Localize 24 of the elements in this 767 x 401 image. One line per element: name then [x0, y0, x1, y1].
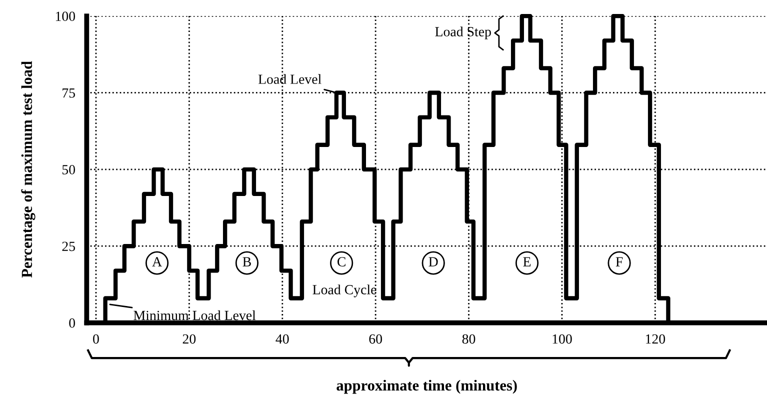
annotation: Load Step: [435, 26, 491, 40]
x-tick-label: 0: [93, 334, 99, 344]
annotation: D: [428, 257, 438, 266]
y-tick-label: 75: [62, 88, 76, 98]
x-tick-label: 20: [182, 334, 196, 344]
y-tick-label: 100: [56, 12, 76, 21]
y-axis-title: Percentage of maximum test load: [21, 61, 36, 278]
x-tick-label: 100: [552, 334, 572, 344]
annotation: Load Cycle: [312, 284, 376, 298]
x-tick-label: 60: [369, 334, 382, 344]
annotation: Minimum Load Level: [134, 310, 256, 320]
annotation: Load Level: [258, 74, 322, 84]
annotation: A: [152, 257, 162, 266]
y-tick-label: 0: [69, 318, 76, 328]
x-tick-label: 120: [646, 334, 666, 344]
y-tick-label: 50: [62, 165, 76, 174]
annotation: F: [616, 257, 623, 266]
x-tick-label: 40: [276, 334, 289, 344]
annotation: E: [523, 257, 531, 266]
annotation: C: [338, 257, 346, 266]
annotation: B: [242, 257, 251, 266]
x-axis-title: approximate time (minutes): [336, 380, 517, 394]
x-tick-label: 80: [462, 334, 476, 344]
y-tick-label: 25: [62, 242, 76, 252]
